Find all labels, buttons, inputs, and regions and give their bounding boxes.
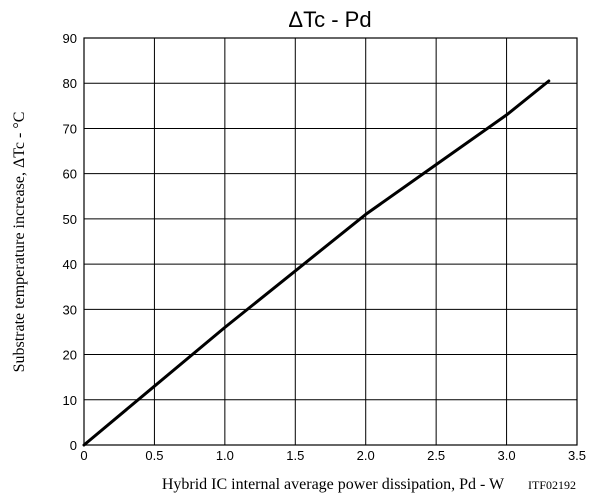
x-axis-label: Hybrid IC internal average power dissipa… [162,476,505,493]
y-tick-label: 40 [63,257,77,272]
figure-code: ITF02192 [528,478,576,492]
chart-title: ΔTc - Pd [288,7,371,32]
y-tick-label: 20 [63,348,77,363]
y-tick-label: 60 [63,167,77,182]
y-tick-label: 0 [70,438,77,453]
x-tick-label: 3.5 [568,448,586,463]
x-tick-label: 1.0 [216,448,234,463]
y-tick-labels: 0 10 20 30 40 50 60 70 80 90 [63,31,77,453]
x-tick-labels: 0 0.5 1.0 1.5 2.0 2.5 3.0 3.5 [80,448,586,463]
y-tick-label: 50 [63,212,77,227]
x-tick-label: 0.5 [145,448,163,463]
plot-frame [83,37,578,446]
x-tick-label: 1.5 [286,448,304,463]
series-line [82,79,551,447]
x-tick-label: 2.0 [357,448,375,463]
y-axis-label: Substrate temperature increase, ΔTc - °C [11,112,28,373]
y-tick-label: 80 [63,76,77,91]
y-tick-label: 70 [63,121,77,136]
x-tick-label: 2.5 [427,448,445,463]
y-tick-label: 30 [63,302,77,317]
y-tick-label: 10 [63,393,77,408]
x-tick-label: 0 [80,448,87,463]
y-tick-label: 90 [63,31,77,46]
x-tick-label: 3.0 [498,448,516,463]
